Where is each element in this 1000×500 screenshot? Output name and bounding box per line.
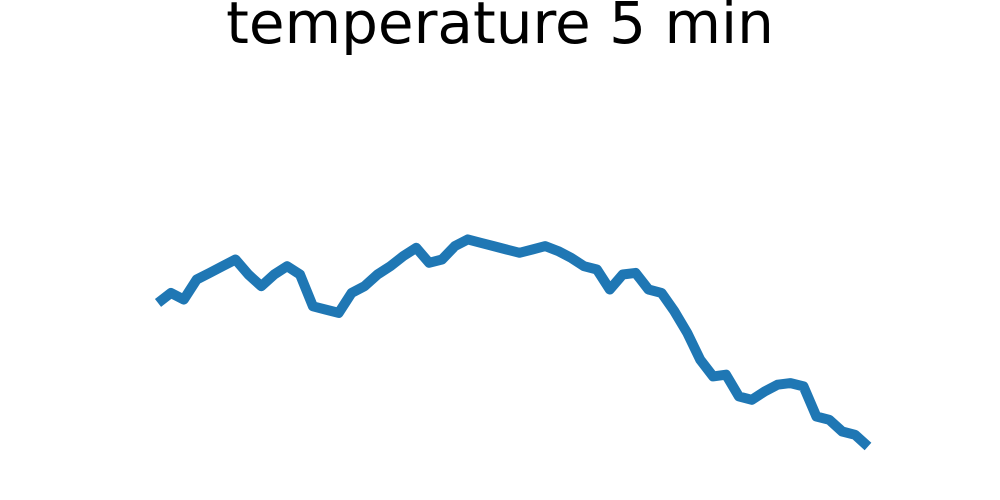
chart-title: temperature 5 min	[226, 0, 774, 57]
series-line-0	[154, 234, 872, 451]
